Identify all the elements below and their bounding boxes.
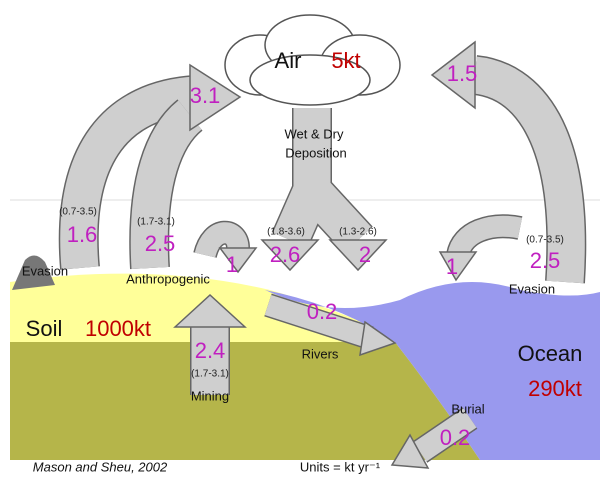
flux-value: 1.5 (447, 61, 478, 86)
soil-amount: 1000kt (85, 316, 151, 341)
air-amount: 5kt (331, 48, 360, 73)
ocean-label: Ocean (518, 341, 583, 366)
units-note: Units = kt yr⁻¹ (300, 459, 381, 474)
flux-value: 2.5 (530, 248, 561, 273)
flux-value: 0.2 (307, 299, 338, 324)
flux-label: Rivers (302, 346, 339, 361)
deposition-label: Wet & Dry (285, 126, 344, 141)
flux-value: 2.5 (145, 231, 176, 256)
flux-range: (0.7-3.5) (526, 235, 564, 246)
flux-value: 1 (226, 252, 238, 277)
flux-range: (0.7-3.5) (59, 207, 97, 218)
flux-range: (1.8-3.6) (267, 227, 305, 238)
flux-label: Burial (451, 401, 484, 416)
flux-value: 2.4 (195, 338, 226, 363)
soil-label: Soil (26, 316, 63, 341)
flux-range: (1.7-3.1) (137, 217, 175, 228)
flux-label: Anthropogenic (126, 271, 210, 286)
source-note: Mason and Sheu, 2002 (33, 459, 168, 474)
flux-range: (1.3-2.6) (339, 227, 377, 238)
flux-label: Evasion (22, 263, 68, 278)
mercury-cycle-diagram: Air 5kt 3.1 1.5 Wet & Dry Deposition (0.… (0, 0, 606, 477)
flux-value: 2 (359, 242, 371, 267)
flux-range: (1.7-3.1) (191, 369, 229, 380)
flux-value: 1 (446, 254, 458, 279)
flux-value: 3.1 (190, 83, 221, 108)
flux-value: 0.2 (440, 425, 471, 450)
deposition-label: Deposition (285, 145, 346, 160)
flux-label: Mining (191, 388, 229, 403)
ocean-amount: 290kt (528, 376, 582, 401)
flux-value: 2.6 (270, 242, 301, 267)
flux-label: Evasion (509, 281, 555, 296)
air-label: Air (275, 48, 302, 73)
flux-value: 1.6 (67, 222, 98, 247)
